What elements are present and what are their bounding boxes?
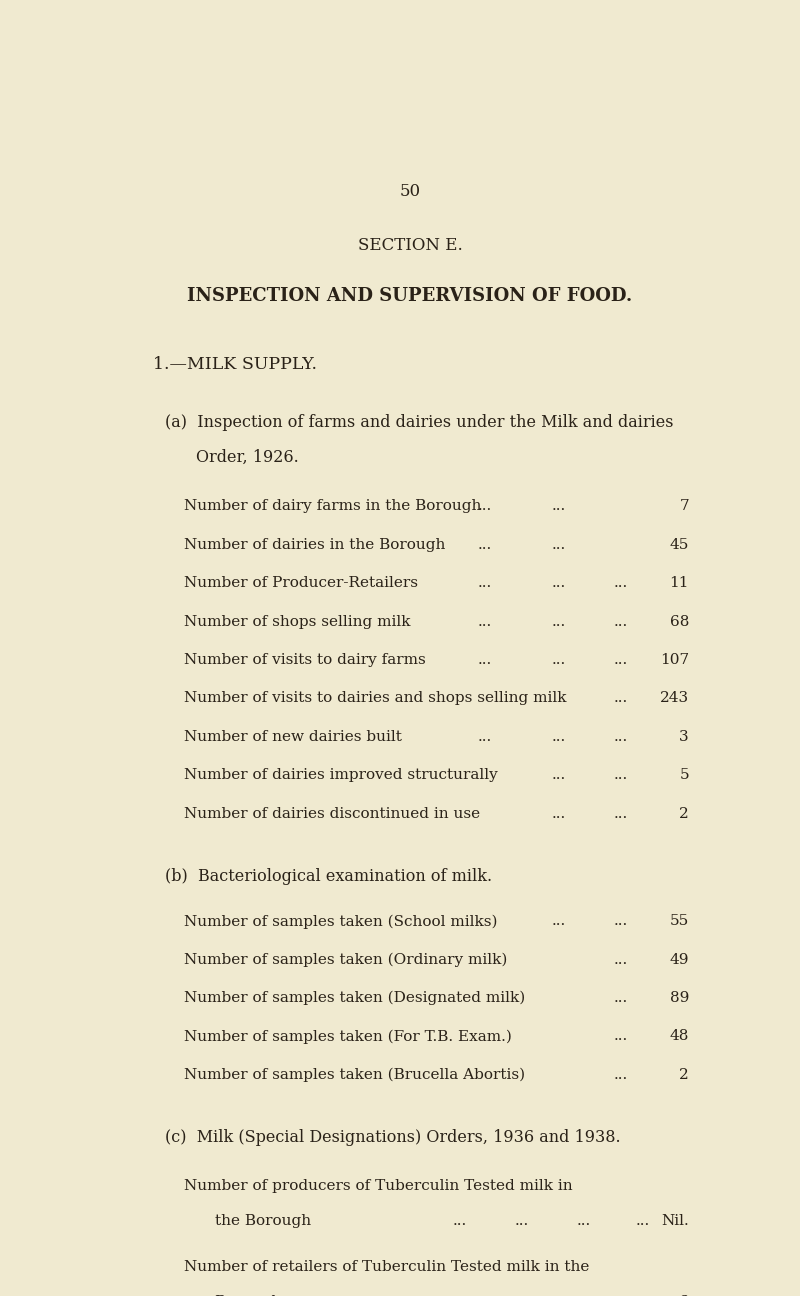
Text: Number of samples taken (For T.B. Exam.): Number of samples taken (For T.B. Exam.) <box>184 1029 511 1043</box>
Text: ...: ... <box>552 614 566 629</box>
Text: 11: 11 <box>670 577 689 590</box>
Text: (b)  Bacteriological examination of milk.: (b) Bacteriological examination of milk. <box>165 868 492 885</box>
Text: 243: 243 <box>660 691 689 705</box>
Text: Number of dairies improved structurally: Number of dairies improved structurally <box>184 769 498 783</box>
Text: Number of new dairies built: Number of new dairies built <box>184 730 402 744</box>
Text: ...: ... <box>552 806 566 820</box>
Text: ...: ... <box>614 991 628 1006</box>
Text: ...: ... <box>552 653 566 667</box>
Text: 89: 89 <box>670 991 689 1006</box>
Text: ...: ... <box>552 538 566 552</box>
Text: SECTION E.: SECTION E. <box>358 237 462 254</box>
Text: Number of dairy farms in the Borough: Number of dairy farms in the Borough <box>184 499 481 513</box>
Text: Nil.: Nil. <box>662 1214 689 1227</box>
Text: 45: 45 <box>670 538 689 552</box>
Text: 55: 55 <box>670 914 689 928</box>
Text: ...: ... <box>614 653 628 667</box>
Text: Number of visits to dairies and shops selling milk: Number of visits to dairies and shops se… <box>184 691 566 705</box>
Text: ...: ... <box>614 1068 628 1082</box>
Text: INSPECTION AND SUPERVISION OF FOOD.: INSPECTION AND SUPERVISION OF FOOD. <box>187 288 633 305</box>
Text: ...: ... <box>552 914 566 928</box>
Text: Number of shops selling milk: Number of shops selling milk <box>184 614 410 629</box>
Text: (c)  Milk (Special Designations) Orders, 1936 and 1938.: (c) Milk (Special Designations) Orders, … <box>165 1129 621 1147</box>
Text: ...: ... <box>614 691 628 705</box>
Text: ...: ... <box>478 653 491 667</box>
Text: ...: ... <box>552 730 566 744</box>
Text: 3: 3 <box>679 730 689 744</box>
Text: Number of producers of Tuberculin Tested milk in: Number of producers of Tuberculin Tested… <box>184 1179 572 1194</box>
Text: Number of samples taken (School milks): Number of samples taken (School milks) <box>184 914 498 929</box>
Text: Number of visits to dairy farms: Number of visits to dairy farms <box>184 653 426 667</box>
Text: Number of Producer-Retailers: Number of Producer-Retailers <box>184 577 418 590</box>
Text: ...: ... <box>635 1214 650 1227</box>
Text: 50: 50 <box>399 184 421 201</box>
Text: 107: 107 <box>660 653 689 667</box>
Text: ...: ... <box>453 1295 466 1296</box>
Text: Number of dairies discontinued in use: Number of dairies discontinued in use <box>184 806 480 820</box>
Text: Borough ...: Borough ... <box>214 1295 300 1296</box>
Text: Number of samples taken (Brucella Abortis): Number of samples taken (Brucella Aborti… <box>184 1068 525 1082</box>
Text: ...: ... <box>552 769 566 783</box>
Text: 5: 5 <box>679 769 689 783</box>
Text: Number of samples taken (Ordinary milk): Number of samples taken (Ordinary milk) <box>184 953 507 967</box>
Text: the Borough: the Borough <box>214 1214 311 1227</box>
Text: 49: 49 <box>670 953 689 967</box>
Text: 68: 68 <box>670 614 689 629</box>
Text: Order, 1926.: Order, 1926. <box>196 450 299 467</box>
Text: ...: ... <box>614 769 628 783</box>
Text: ...: ... <box>478 538 491 552</box>
Text: ...: ... <box>478 730 491 744</box>
Text: ...: ... <box>478 614 491 629</box>
Text: ...: ... <box>552 577 566 590</box>
Text: 1.—MILK SUPPLY.: 1.—MILK SUPPLY. <box>153 356 317 373</box>
Text: 7: 7 <box>679 499 689 513</box>
Text: ...: ... <box>577 1295 590 1296</box>
Text: ...: ... <box>614 577 628 590</box>
Text: ...: ... <box>614 806 628 820</box>
Text: ...: ... <box>514 1214 529 1227</box>
Text: ...: ... <box>614 953 628 967</box>
Text: 2: 2 <box>679 806 689 820</box>
Text: ...: ... <box>614 614 628 629</box>
Text: ...: ... <box>635 1295 650 1296</box>
Text: ...: ... <box>614 730 628 744</box>
Text: ...: ... <box>453 1214 466 1227</box>
Text: Number of retailers of Tuberculin Tested milk in the: Number of retailers of Tuberculin Tested… <box>184 1260 589 1274</box>
Text: Number of dairies in the Borough: Number of dairies in the Borough <box>184 538 445 552</box>
Text: 48: 48 <box>670 1029 689 1043</box>
Text: 6: 6 <box>679 1295 689 1296</box>
Text: (a)  Inspection of farms and dairies under the Milk and dairies: (a) Inspection of farms and dairies unde… <box>165 413 674 432</box>
Text: ...: ... <box>514 1295 529 1296</box>
Text: ...: ... <box>478 499 491 513</box>
Text: 2: 2 <box>679 1068 689 1082</box>
Text: ...: ... <box>614 1029 628 1043</box>
Text: Number of samples taken (Designated milk): Number of samples taken (Designated milk… <box>184 991 525 1006</box>
Text: ...: ... <box>614 914 628 928</box>
Text: ...: ... <box>577 1214 590 1227</box>
Text: ...: ... <box>552 499 566 513</box>
Text: ...: ... <box>478 577 491 590</box>
